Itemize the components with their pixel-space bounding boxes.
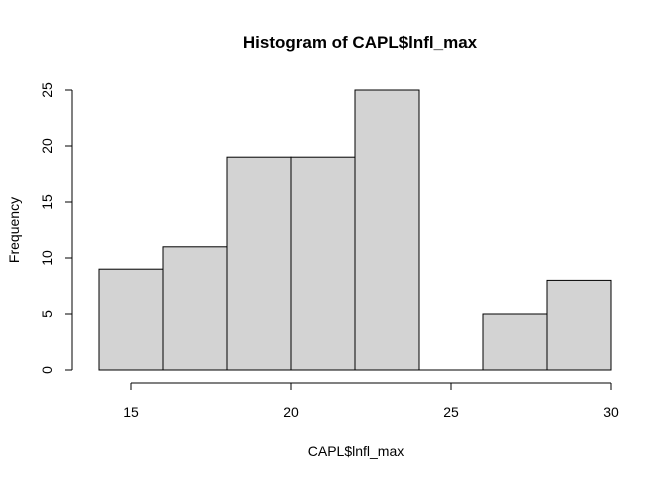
histogram-bar-7: [546, 279, 612, 371]
y-tick-label-0: 0: [39, 366, 55, 374]
histogram-bar-6: [482, 313, 548, 371]
histogram-bar-3: [290, 156, 356, 371]
y-tick-label-2: 10: [39, 250, 55, 266]
y-tick-label-1: 5: [39, 310, 55, 318]
x-axis: 15 20 25 30: [123, 382, 619, 420]
x-axis-label: CAPL$lnfl_max: [308, 443, 405, 459]
histogram-bar-1: [162, 246, 228, 371]
histogram-bar-0: [98, 268, 164, 371]
x-tick-label-1: 20: [283, 404, 299, 420]
histogram-bar-2: [226, 156, 292, 371]
histogram-bar-4: [354, 89, 420, 371]
y-tick-label-5: 25: [39, 82, 55, 98]
x-tick-label-0: 15: [123, 404, 139, 420]
bars-group: [98, 89, 612, 371]
y-axis-label: Frequency: [6, 197, 22, 263]
y-tick-label-4: 20: [39, 138, 55, 154]
y-tick-label-3: 15: [39, 194, 55, 210]
y-axis: 0 5 10 15 20 25: [39, 82, 73, 374]
x-tick-label-3: 30: [603, 404, 619, 420]
x-tick-label-2: 25: [443, 404, 459, 420]
chart-title: Histogram of CAPL$lnfl_max: [243, 33, 478, 52]
